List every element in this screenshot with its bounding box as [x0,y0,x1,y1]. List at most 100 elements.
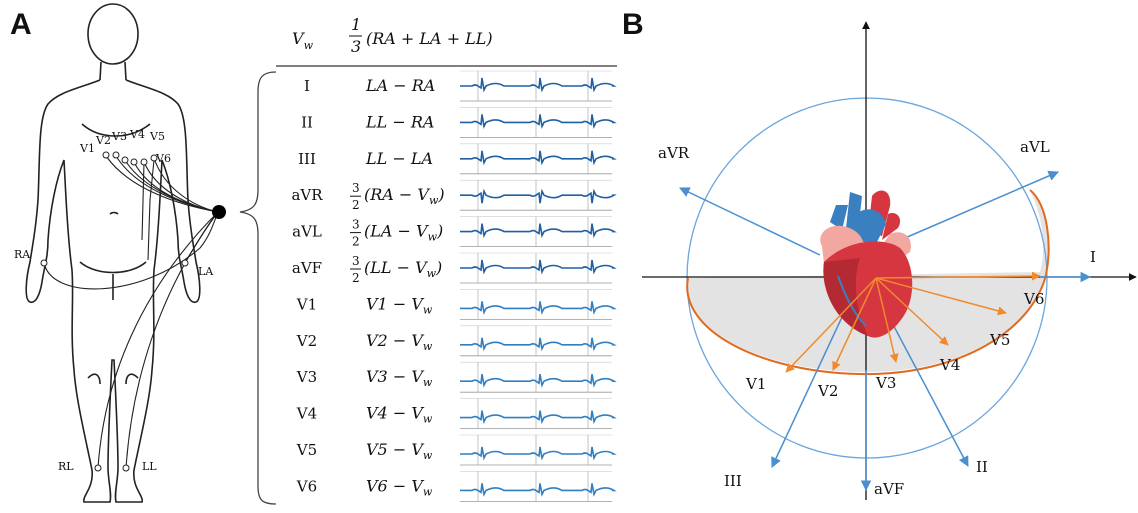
formula-avf: (LL − Vw) [364,258,442,280]
lead-name-iii: III [298,150,316,168]
lead-name-v6: V6 [296,477,317,495]
vector-v1 [785,277,877,373]
label-v1: V1 [79,142,95,155]
vector-v2 [832,277,877,371]
ecg-trace-v2 [460,325,617,357]
electrode-ra [40,259,48,267]
label-avr: aVR [658,144,690,162]
head-outline [87,3,139,65]
hexaxial-diagram: aVR aVL I II III aVF V1 V2 V3 V4 V5 V6 [642,21,1137,500]
label-v3b: V3 [875,374,896,392]
header-frac-den: 3 [351,37,361,56]
header-frac-num: 1 [351,15,361,34]
label-v4b: V4 [939,356,960,374]
label-v6: V6 [155,152,171,165]
lead-name-v4: V4 [296,405,317,423]
ecg-waveform-v1 [460,301,617,315]
label-rl: RL [58,460,74,473]
label-v2: V2 [95,134,111,147]
lead-row-avr: aVR 32(RA − Vw) [291,179,617,212]
ecg-trace-v4 [460,398,617,430]
lead-row-iii: III LL − LA [298,143,617,175]
frac-num-avr: 3 [352,181,360,195]
panel-b-letter: B [622,8,644,41]
ecg-waveform-avl [460,223,617,239]
label-ii: II [976,458,988,476]
leads-bracket [239,71,277,505]
lead-name-v2: V2 [296,332,317,350]
label-ra: RA [14,248,31,261]
lead-row-avl: aVL 32(LA − Vw) [292,216,617,249]
electrode-la [181,259,189,267]
formula-ii: LL − RA [365,112,434,131]
label-v2b: V2 [817,382,838,400]
lead-name-i: I [304,77,310,95]
lead-row-v1: V1 V1 − Vw [296,289,617,320]
frac-avr: 32 [350,181,361,212]
electrode-rl [94,464,102,472]
lead-name-ii: II [301,113,313,131]
ecg-waveform-ii [460,114,617,129]
electrode-ll [122,464,130,472]
electrode-hub [212,205,226,219]
label-v3: V3 [111,130,127,143]
formula-v2: V2 − Vw [366,331,433,353]
vector-ii [879,299,969,467]
electrode-v3 [121,156,129,164]
label-v5b: V5 [989,331,1010,349]
frac-avf: 32 [350,254,361,285]
label-iii: III [724,472,742,490]
vector-v4 [875,277,949,346]
ecg-trace-avr [460,179,617,211]
electrode-v6 [150,154,158,162]
ecg-waveform-avr [460,188,617,204]
vector-avl [904,170,1059,239]
ecg-trace-avf [460,252,617,284]
formula-v5: V5 − Vw [366,440,433,462]
vector-v3 [875,277,899,363]
label-avf: aVF [874,480,904,498]
body-diagram [25,3,201,503]
label-v4: V4 [129,128,145,141]
formula-v4: V4 − Vw [366,404,433,426]
vector-iii [771,299,851,468]
formula-avr: (RA − Vw) [364,185,445,207]
electrode-v5 [140,158,148,166]
limb-lead-vectors [679,170,1092,492]
ecg-trace-v3 [460,361,617,393]
frac-num-avl: 3 [352,218,360,232]
label-i: I [1090,248,1096,266]
lead-name-v3: V3 [296,368,317,386]
lead-name-avr: aVR [291,186,323,204]
ecg-waveform-avf [460,259,617,275]
electrode-wires [43,155,219,469]
lead-row-avf: aVF 32(LL − Vw) [292,252,617,285]
lead-name-v1: V1 [296,295,317,313]
ecg-trace-v5 [460,434,617,466]
formula-iii: LL − LA [365,149,433,168]
electrode-labels: V1 V2 V3 V4 V5 V6 RA LA RL LL [14,128,214,473]
formula-v3: V3 − Vw [366,367,433,389]
lead-name-avf: aVF [292,259,322,277]
ecg-trace-iii [460,143,617,175]
ecg-trace-ii [460,107,617,138]
ecg-trace-avl [460,216,617,248]
wilson-header: Vw 1 3 (RA + LA + LL) [292,15,493,56]
chest-plane-outline [686,189,1050,376]
ecg-waveform-v2 [460,337,617,352]
lead-row-i: I LA − RA [304,70,617,102]
ecg-waveform-v6 [460,483,617,497]
lead-row-v3: V3 V3 − Vw [296,361,617,393]
torso-outline [25,79,201,503]
formula-v1: V1 − Vw [366,294,433,316]
label-v5: V5 [149,130,165,143]
vector-v5 [875,277,1007,316]
chest-lead-vectors [785,271,1041,373]
ecg-trace-v6 [460,471,617,502]
lead-name-v5: V5 [296,441,317,459]
heart-illustration [820,190,913,338]
lead-row-v5: V5 V5 − Vw [296,434,617,466]
electrode-v4 [130,158,138,166]
ecg-trace-i [460,70,617,102]
